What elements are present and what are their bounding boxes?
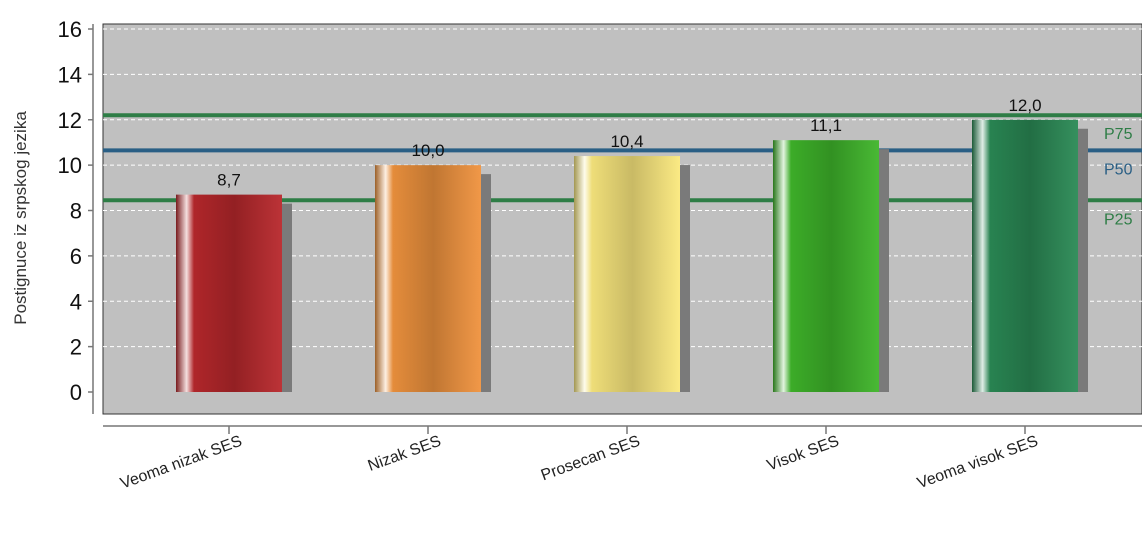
bar-3 [574,156,680,392]
y-tick-label-0: 0 [70,380,82,405]
category-label-1: Veoma nizak SES [118,433,244,493]
value-label-2: 10,0 [411,141,444,160]
y-tick-label-14: 14 [58,62,82,87]
bar-4 [773,140,879,392]
bar-1 [176,194,282,392]
y-tick-label-12: 12 [58,108,82,133]
category-label-3: Prosecan SES [539,433,643,485]
value-label-5: 12,0 [1008,96,1041,115]
value-label-4: 11,1 [810,116,842,135]
axes [88,24,1142,434]
reference-label-p50: P50 [1104,161,1133,178]
y-tick-label-10: 10 [58,153,82,178]
value-label-1: 8,7 [217,171,241,190]
y-tick-label-16: 16 [58,17,82,42]
reference-label-p25: P25 [1104,211,1133,228]
category-label-5: Veoma visok SES [915,433,1040,492]
y-tick-label-4: 4 [70,289,82,314]
y-tick-label-2: 2 [70,335,82,360]
bar-5 [972,119,1078,392]
bar-2 [375,165,481,392]
y-axis-title: Postignuce iz srpskog jezika [11,111,30,325]
y-tick-label-8: 8 [70,199,82,224]
category-label-4: Visok SES [765,433,842,475]
value-label-3: 10,4 [610,132,643,151]
bars [176,119,1088,392]
y-tick-label-6: 6 [70,244,82,269]
category-label-2: Nizak SES [366,433,444,475]
reference-label-p75: P75 [1104,126,1133,143]
